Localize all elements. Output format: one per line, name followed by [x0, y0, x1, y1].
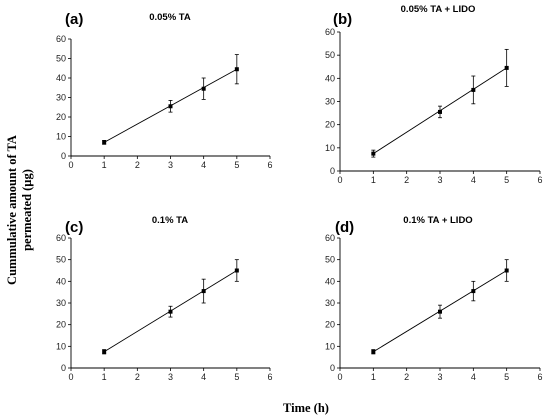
x-tick-label: 3 [168, 160, 173, 170]
x-tick-label: 0 [68, 372, 73, 382]
y-tick-label: 40 [325, 73, 335, 83]
panel-title: 0.1% TA [152, 215, 188, 226]
x-tick-label: 6 [537, 372, 542, 382]
y-tick-label: 20 [325, 120, 335, 130]
x-tick-label: 3 [168, 372, 173, 382]
y-tick-label: 50 [325, 50, 335, 60]
y-tick-label: 30 [325, 97, 335, 107]
x-axis-label: Time (h) [283, 401, 329, 415]
y-tick-label: 50 [56, 54, 66, 64]
x-tick-label: 3 [437, 372, 442, 382]
panels-container: (a) 0.05% TA0 1 2 3 4 5 60102030405060(b)0.05% … [56, 4, 543, 382]
y-tick-label: 50 [325, 255, 335, 265]
x-tick-label: 2 [404, 372, 409, 382]
data-point [371, 151, 376, 156]
y-tick-label: 20 [56, 112, 66, 122]
panel-letter: (a) [65, 11, 83, 28]
data-point [371, 349, 376, 354]
panel-letter: (d) [335, 219, 354, 236]
x-tick-label: 0 [337, 372, 342, 382]
x-tick-label: 1 [371, 175, 376, 185]
x-tick-label: 5 [504, 175, 509, 185]
y-tick-label: 10 [56, 132, 66, 142]
y-tick-label: 30 [325, 298, 335, 308]
data-point [438, 109, 442, 114]
x-tick-label: 0 [337, 175, 342, 185]
panel-letter: (c) [65, 219, 83, 236]
panel-letter: (b) [333, 11, 352, 28]
y-tick-label: 60 [56, 233, 66, 243]
x-tick-label: 4 [471, 372, 476, 382]
data-point [234, 268, 239, 273]
panel-title: 0.1% TA + LIDO [403, 215, 472, 226]
data-point [168, 104, 173, 109]
x-tick-label: 2 [404, 175, 409, 185]
data-point [471, 289, 476, 294]
data-point [168, 309, 173, 314]
data-point [201, 289, 206, 294]
y-axis-label-continued: permeated (µg) [20, 169, 34, 251]
data-point [201, 86, 206, 91]
x-tick-label: 4 [471, 175, 476, 185]
y-tick-label: 30 [56, 298, 66, 308]
y-tick-label: 60 [56, 34, 66, 44]
data-point [438, 309, 442, 314]
x-tick-label: 2 [135, 372, 140, 382]
y-tick-label: 60 [325, 233, 335, 243]
x-tick-label: 5 [234, 160, 239, 170]
x-tick-label: 4 [201, 160, 206, 170]
x-tick-label: 6 [267, 160, 272, 170]
y-tick-label: 20 [56, 320, 66, 330]
y-tick-label: 10 [325, 341, 335, 351]
x-tick-label: 6 [267, 372, 272, 382]
y-tick-label: 0 [330, 166, 335, 176]
x-tick-label: 2 [135, 160, 140, 170]
x-tick-label: 4 [201, 372, 206, 382]
panel-title: 0.05% TA + LIDO [401, 4, 476, 15]
x-tick-label: 3 [437, 175, 442, 185]
x-tick-label: 5 [504, 372, 509, 382]
y-tick-label: 0 [61, 363, 66, 373]
data-point [471, 87, 476, 92]
y-tick-label: 50 [56, 255, 66, 265]
y-tick-label: 0 [330, 363, 335, 373]
x-tick-label: 0 [68, 160, 73, 170]
y-tick-label: 40 [325, 276, 335, 286]
data-point [102, 349, 107, 354]
x-tick-label: 1 [102, 372, 107, 382]
y-tick-label: 10 [56, 341, 66, 351]
y-tick-label: 40 [56, 73, 66, 83]
x-tick-label: 6 [537, 175, 542, 185]
y-axis-label: Cummulative amount of TA [5, 135, 19, 285]
y-tick-label: 10 [325, 143, 335, 153]
x-tick-label: 1 [371, 372, 376, 382]
data-point [234, 67, 239, 72]
data-point [102, 140, 107, 145]
y-tick-label: 60 [325, 27, 335, 37]
data-point [504, 268, 509, 273]
y-tick-label: 0 [61, 151, 66, 161]
y-tick-label: 20 [325, 320, 335, 330]
panel-title: 0.05% TA [149, 12, 191, 23]
x-tick-label: 5 [234, 372, 239, 382]
data-point [504, 65, 509, 70]
y-tick-label: 30 [56, 93, 66, 103]
x-tick-label: 1 [102, 160, 107, 170]
y-tick-label: 40 [56, 276, 66, 286]
